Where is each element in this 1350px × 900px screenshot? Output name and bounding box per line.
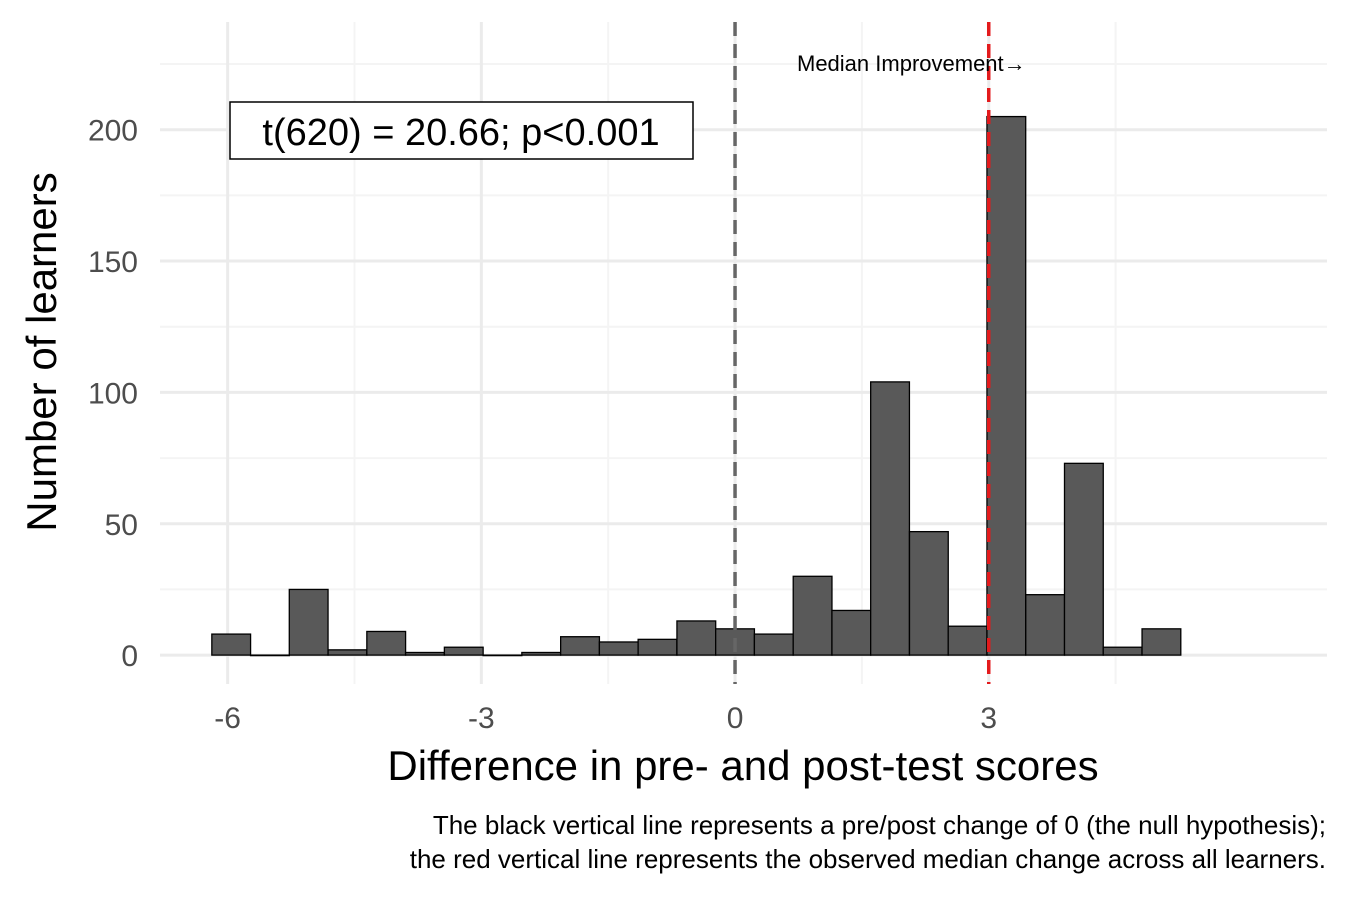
histogram-bar — [1063, 462, 1104, 656]
histogram-bar — [482, 654, 523, 657]
histogram-bar — [1141, 628, 1182, 656]
histogram-bar — [327, 649, 368, 656]
bars — [211, 115, 1182, 657]
histogram-bar — [1025, 594, 1066, 656]
x-tick-label: -6 — [214, 702, 241, 735]
y-axis-title: Number of learners — [18, 172, 65, 531]
x-tick-label: 0 — [727, 702, 744, 735]
y-tick-label: 150 — [88, 246, 138, 279]
histogram-bar — [831, 609, 872, 656]
histogram-bar — [443, 646, 484, 656]
histogram-bar — [947, 625, 988, 656]
histogram-bar — [1102, 646, 1143, 656]
histogram-bar — [521, 651, 562, 656]
histogram-bar — [560, 636, 601, 656]
median-label: Median Improvement→ — [797, 51, 1026, 76]
histogram-bar — [288, 588, 329, 656]
x-axis-title: Difference in pre- and post-test scores — [387, 742, 1098, 789]
histogram-bar — [870, 381, 911, 656]
histogram-bar — [404, 651, 445, 656]
stat-box-border — [229, 101, 694, 160]
histogram-bar — [366, 630, 407, 656]
stat-box-text: t(620) = 20.66; p<0.001 — [262, 112, 659, 154]
y-tick-label: 0 — [121, 640, 138, 673]
y-tick-label: 50 — [105, 509, 138, 542]
histogram-bar — [637, 638, 678, 656]
caption-line: the red vertical line represents the obs… — [409, 844, 1326, 874]
caption-line: The black vertical line represents a pre… — [432, 810, 1326, 840]
x-tick-label: 3 — [980, 702, 997, 735]
x-tick-label: -3 — [468, 702, 495, 735]
histogram-bar — [249, 654, 290, 657]
histogram-bar — [986, 115, 1027, 656]
tick-labels: -6 -3 0 3 0 50 100 150 200 — [88, 115, 997, 735]
histogram-bar — [211, 633, 252, 656]
histogram-chart: -6 -3 0 3 0 50 100 150 200 Difference in pre- an… — [18, 22, 1327, 789]
histogram-bar — [792, 575, 833, 656]
y-tick-label: 100 — [88, 377, 138, 410]
reference-lines — [733, 22, 991, 684]
histogram-bar — [753, 633, 794, 656]
histogram-bar — [676, 620, 717, 656]
histogram-bar — [908, 530, 949, 656]
chart-caption: The black vertical line represents a pre… — [126, 808, 1326, 876]
stat-box: t(620) = 20.66; p<0.001 — [229, 101, 694, 160]
y-tick-label: 200 — [88, 115, 138, 148]
histogram-bar — [598, 641, 639, 656]
